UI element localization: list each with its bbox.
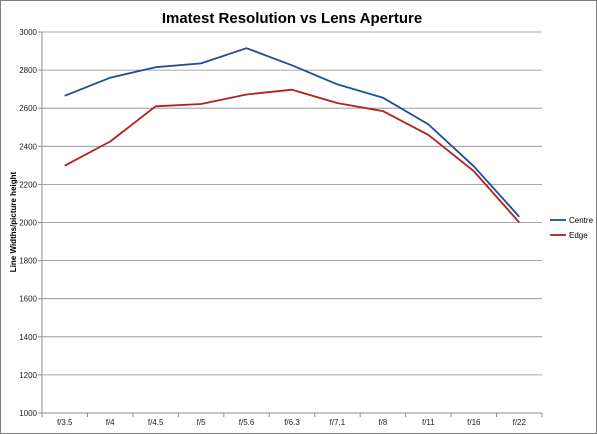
x-tick-label: f/8 [378, 418, 387, 427]
x-tick-label: f/7.1 [330, 418, 346, 427]
gridlines [38, 31, 542, 414]
x-tick-label: f/4 [106, 418, 115, 427]
y-tick-label: 2200 [19, 180, 37, 189]
y-tick-label: 3000 [19, 28, 37, 37]
y-axis-label: Line Widths/picture height [9, 171, 18, 272]
y-tick-label: 1600 [19, 295, 37, 304]
chart-title: Imatest Resolution vs Lens Aperture [162, 10, 422, 27]
x-tick-label: f/3.5 [57, 418, 73, 427]
x-tick-label: f/5.6 [239, 418, 255, 427]
x-tick-label: f/11 [422, 418, 435, 427]
legend-label: Edge [569, 231, 588, 240]
legend-label: Centre [569, 216, 594, 225]
y-tick-label: 1400 [19, 333, 37, 342]
series-line-edge [64, 88, 520, 224]
y-tick-label: 2600 [19, 104, 37, 113]
x-tick-labels: f/3.5 f/4 f/4.5 f/5 f/5.6 f/6.3 f/7.1 f/8 f/11 f/… [41, 413, 543, 427]
series-line-centre [64, 47, 520, 218]
legend: Centre Edge [550, 216, 594, 240]
x-tick-label: f/5 [197, 418, 206, 427]
y-tick-labels: 1000 1200 1400 1600 1800 2000 2200 2400 2600 2800… [19, 28, 37, 418]
x-tick-label: f/4.5 [148, 418, 164, 427]
x-tick-label: f/16 [467, 418, 481, 427]
x-tick-label: f/22 [513, 418, 527, 427]
y-tick-label: 1000 [19, 409, 37, 418]
x-tick-label: f/6.3 [284, 418, 300, 427]
y-tick-label: 1200 [19, 371, 37, 380]
y-tick-label: 1800 [19, 257, 37, 266]
y-tick-label: 2400 [19, 142, 37, 151]
y-tick-label: 2000 [19, 219, 37, 228]
series-lines [64, 47, 520, 224]
y-tick-label: 2800 [19, 66, 37, 75]
